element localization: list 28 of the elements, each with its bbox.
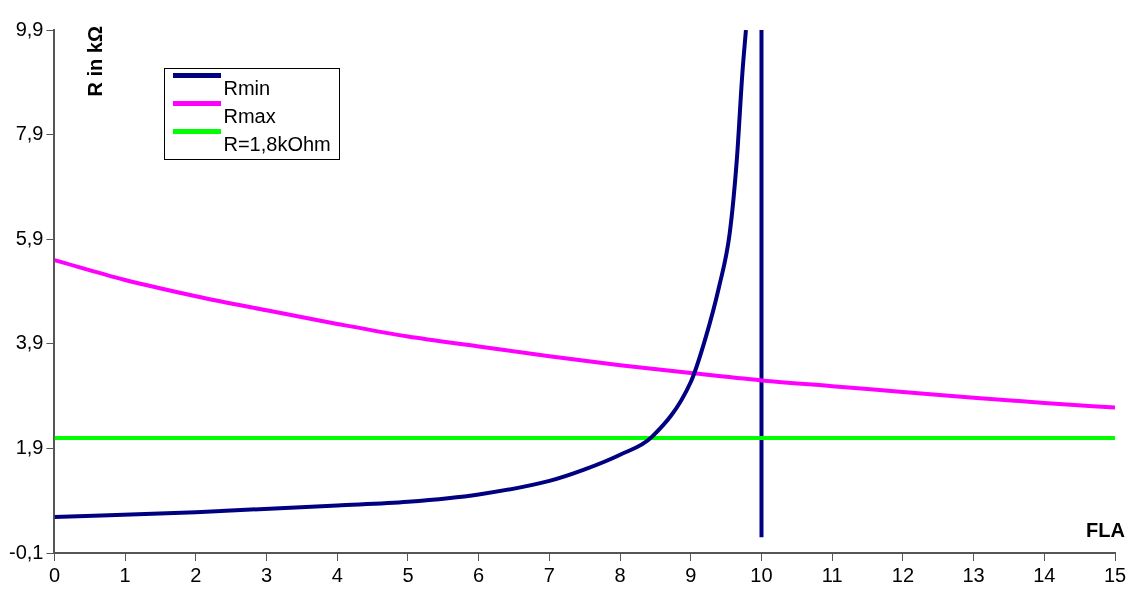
x-tick-label: 1 <box>119 563 131 586</box>
x-axis-title: FLA <box>1086 519 1125 542</box>
y-tick-label: 9,9 <box>15 17 44 40</box>
legend-label: R=1,8kOhm <box>222 132 331 155</box>
x-tick-label: 9 <box>685 563 697 586</box>
x-tick-label: 4 <box>331 563 343 586</box>
x-tick-label: 14 <box>1033 563 1056 586</box>
x-tick-label: 13 <box>962 563 985 586</box>
x-tick-label: 11 <box>821 563 843 586</box>
x-tick-label: 10 <box>750 563 773 586</box>
legend-label: Rmax <box>222 104 277 127</box>
y-tick-label: 1,9 <box>15 435 44 458</box>
x-tick-label: 5 <box>402 563 414 586</box>
legend-label: Rmin <box>222 76 272 99</box>
y-tick-label: 3,9 <box>15 331 44 354</box>
x-tick-label: 12 <box>891 563 915 586</box>
x-tick-label: 6 <box>473 563 485 586</box>
line-series <box>54 258 1115 410</box>
x-tick-label: 0 <box>48 563 61 586</box>
y-tick-label: -0,1 <box>8 540 44 563</box>
y-tick-label: 5,9 <box>15 226 44 249</box>
x-tick-label: 7 <box>543 563 555 586</box>
y-tick-label: 7,9 <box>15 122 44 145</box>
x-tick-label: 15 <box>1103 563 1127 586</box>
x-tick-label: 8 <box>614 563 626 586</box>
y-axis-title: R in kΩ <box>83 26 106 97</box>
x-tick-label: 2 <box>190 563 202 586</box>
x-tick-label: 3 <box>261 563 273 586</box>
